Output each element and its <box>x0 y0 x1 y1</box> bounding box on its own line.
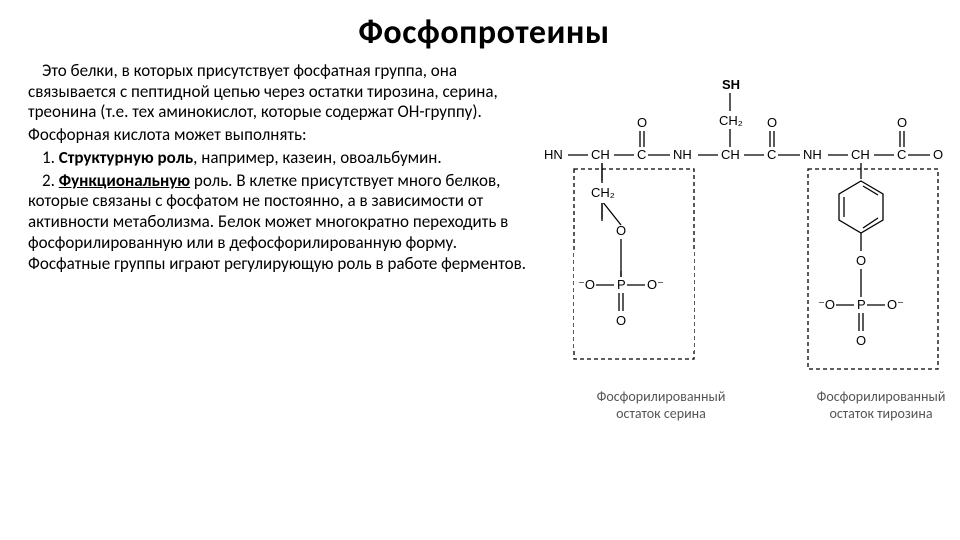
svg-text:CH: CH <box>591 147 610 162</box>
svg-text:SH: SH <box>722 77 740 92</box>
svg-text:P: P <box>857 297 866 312</box>
tyrosine-box <box>808 169 938 369</box>
text-column: Это белки, в которых присутствует фосфат… <box>28 61 528 276</box>
svg-text:C: C <box>767 147 776 162</box>
middle-sidechain: CH₂ SH <box>719 77 743 147</box>
svg-text:C: C <box>637 147 646 162</box>
paragraph-roles-lead: Фосфорная кислота может выполнять: <box>28 125 528 146</box>
svg-text:O: O <box>933 147 943 162</box>
p4-num: 2. <box>42 170 59 191</box>
p3-rest: , например, казеин, овоальбумин. <box>193 147 442 168</box>
svg-text:CH₂: CH₂ <box>591 185 615 200</box>
svg-text:C: C <box>897 147 906 162</box>
svg-text:O: O <box>616 313 626 328</box>
svg-text:O: O <box>856 333 866 348</box>
paragraph-role-2: 2. Функциональную роль. В клетке присутс… <box>28 171 528 275</box>
content-row: Это белки, в которых присутствует фосфат… <box>28 61 940 276</box>
svg-text:⁻O: ⁻O <box>818 297 835 312</box>
paragraph-role-1: 1. Структурную роль, например, казеин, о… <box>28 148 528 169</box>
svg-text:O: O <box>897 115 907 130</box>
backbone: HN CH C NH CH C NH CH C <box>544 115 943 162</box>
svg-text:O: O <box>856 253 866 268</box>
svg-text:O⁻: O⁻ <box>647 277 664 292</box>
svg-text:O: O <box>616 223 626 238</box>
caption-tyrosine: Фосфорилированный остаток тирозина <box>796 389 960 423</box>
caption-serine-l1: Фосфорилированный <box>597 388 726 405</box>
caption-serine: Фосфорилированный остаток серина <box>576 389 746 423</box>
svg-text:CH₂: CH₂ <box>719 113 743 128</box>
slide-title: Фосфопротеины <box>28 12 940 53</box>
p3-num: 1. <box>42 147 59 168</box>
diagram-column: HN CH C NH CH C NH CH C <box>536 61 940 276</box>
svg-text:CH: CH <box>721 147 740 162</box>
svg-text:⁻O: ⁻O <box>578 277 595 292</box>
svg-text:NH: NH <box>673 147 692 162</box>
structure-diagram: HN CH C NH CH C NH CH C <box>526 51 956 381</box>
caption-serine-l2: остаток серина <box>616 405 706 422</box>
p3-term: Структурную роль <box>59 147 193 168</box>
tyrosine-sidechain: O ⁻O P O⁻ O <box>818 163 904 348</box>
paragraph-intro: Это белки, в которых присутствует фосфат… <box>28 61 528 123</box>
svg-text:O: O <box>767 115 777 130</box>
svg-text:O⁻: O⁻ <box>887 297 904 312</box>
svg-text:O: O <box>637 115 647 130</box>
svg-text:CH: CH <box>851 147 870 162</box>
svg-text:P: P <box>617 277 626 292</box>
p4-term: Функциональную <box>59 170 190 191</box>
serine-phosphate: O ⁻O P O⁻ O <box>574 163 694 351</box>
caption-tyrosine-l2: остаток тирозина <box>829 405 932 422</box>
slide: Фосфопротеины Это белки, в которых прису… <box>0 0 960 540</box>
svg-text:HN: HN <box>544 147 563 162</box>
svg-text:NH: NH <box>803 147 822 162</box>
caption-tyrosine-l1: Фосфорилированный <box>817 388 946 405</box>
